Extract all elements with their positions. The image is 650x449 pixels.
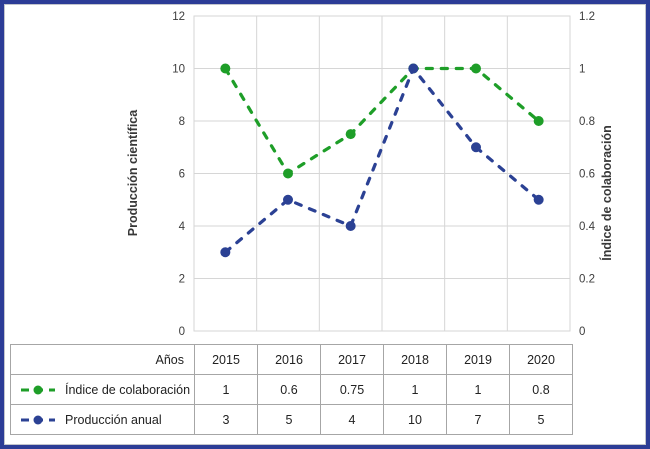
right-tick-label: 0 bbox=[579, 326, 585, 338]
right-tick-label: 1.2 bbox=[579, 11, 595, 23]
table-year-header: 2016 bbox=[257, 344, 321, 375]
table-value-cell: 0.6 bbox=[257, 374, 321, 405]
data-point-marker bbox=[533, 194, 544, 205]
table-value-cell: 7 bbox=[446, 404, 510, 435]
chart-data-table: Años 2015 2016 2017 2018 2019 2020 Índice de co… bbox=[10, 344, 573, 435]
right-tick-label: 1 bbox=[579, 64, 585, 76]
table-row: Índice de colaboración 1 0.6 0.75 1 1 0.8 bbox=[10, 374, 573, 405]
legend-line-marker-icon bbox=[21, 415, 55, 424]
table-value-cell: 4 bbox=[320, 404, 384, 435]
data-point-marker bbox=[533, 116, 544, 126]
right-tick-label: 0.2 bbox=[579, 274, 595, 286]
series-line bbox=[223, 65, 541, 254]
data-point-marker bbox=[283, 168, 293, 179]
data-point-marker bbox=[408, 63, 419, 74]
right-tick-label: 0.4 bbox=[579, 221, 596, 233]
table-value-cell: 0.75 bbox=[320, 374, 384, 405]
gridlines bbox=[193, 15, 571, 332]
table-header-anos: Años bbox=[10, 344, 195, 375]
data-point-marker bbox=[283, 194, 293, 205]
table-value-cell: 1 bbox=[383, 374, 447, 405]
data-point-marker bbox=[345, 221, 356, 231]
table-year-header: 2019 bbox=[446, 344, 510, 375]
table-value-cell: 3 bbox=[194, 404, 258, 435]
left-tick-label: 10 bbox=[172, 64, 185, 76]
line-chart-plot: 0 2 4 6 8 10 12 0 0.2 0.4 0.6 0.8 1 1.2 bbox=[172, 11, 595, 338]
table-row: Producción anual 3 5 4 10 7 5 bbox=[10, 404, 573, 435]
series-label-text: Producción anual bbox=[65, 412, 162, 427]
left-tick-label: 12 bbox=[172, 11, 185, 23]
table-value-cell: 5 bbox=[257, 404, 321, 435]
series-line bbox=[223, 66, 541, 176]
series-label-text: Índice de colaboración bbox=[65, 382, 191, 397]
left-tick-label: 6 bbox=[179, 169, 185, 181]
table-value-cell: 10 bbox=[383, 404, 447, 435]
right-tick-label: 0.6 bbox=[579, 169, 595, 181]
table-year-header: 2020 bbox=[509, 344, 573, 375]
series-label-cell: Índice de colaboración bbox=[10, 374, 195, 405]
table-year-header: 2018 bbox=[383, 344, 447, 375]
plot-border bbox=[193, 15, 571, 332]
table-value-cell: 1 bbox=[194, 374, 258, 405]
table-value-cell: 5 bbox=[509, 404, 573, 435]
right-tick-label: 0.8 bbox=[579, 116, 595, 128]
table-header-row: Años 2015 2016 2017 2018 2019 2020 bbox=[10, 344, 573, 375]
table-value-cell: 0.8 bbox=[509, 374, 573, 405]
left-tick-label: 8 bbox=[179, 116, 185, 128]
series-produccion-anual bbox=[220, 63, 544, 258]
table-value-cell: 1 bbox=[446, 374, 510, 405]
data-point-marker bbox=[220, 63, 231, 74]
left-tick-label: 2 bbox=[179, 274, 185, 286]
table-year-header: 2017 bbox=[320, 344, 384, 375]
data-point-marker bbox=[471, 142, 481, 153]
data-point-marker bbox=[220, 247, 231, 258]
table-year-header: 2015 bbox=[194, 344, 258, 375]
legend-line-marker-icon bbox=[21, 385, 55, 394]
axis-tick-labels: 0 2 4 6 8 10 12 0 0.2 0.4 0.6 0.8 1 1.2 bbox=[172, 11, 595, 338]
series-label-cell: Producción anual bbox=[10, 404, 195, 435]
left-tick-label: 4 bbox=[179, 221, 186, 233]
data-point-marker bbox=[471, 63, 481, 74]
left-tick-label: 0 bbox=[179, 326, 185, 338]
data-point-marker bbox=[345, 129, 356, 140]
